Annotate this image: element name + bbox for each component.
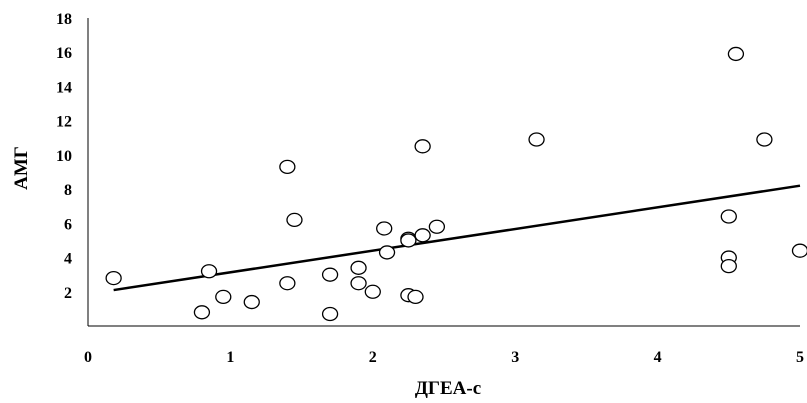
- data-point: [279, 276, 296, 291]
- y-tick-label: 12: [56, 114, 72, 131]
- y-tick-labels: 2 4 6 8 10 12 14 16 18: [56, 11, 72, 302]
- data-point: [727, 46, 745, 62]
- data-point: [414, 139, 431, 154]
- data-point: [720, 258, 737, 274]
- y-tick-label: 16: [56, 45, 72, 62]
- data-point: [243, 294, 260, 310]
- data-point: [279, 159, 296, 175]
- y-axis-title: АМГ: [11, 146, 32, 190]
- data-point: [364, 284, 381, 299]
- data-point: [321, 267, 339, 282]
- data-point: [400, 233, 417, 248]
- data-point: [321, 306, 339, 322]
- data-point: [407, 289, 424, 305]
- data-point: [414, 228, 431, 243]
- data-point: [428, 219, 446, 234]
- data-point: [756, 132, 773, 147]
- y-tick-label: 14: [56, 79, 72, 96]
- x-tick-label: 4: [654, 349, 662, 366]
- x-tick-label: 0: [84, 349, 92, 366]
- data-point: [791, 243, 807, 258]
- x-tick-label: 5: [796, 349, 804, 366]
- data-point: [350, 260, 367, 275]
- data-points: [105, 46, 807, 322]
- y-tick-label: 6: [64, 216, 72, 233]
- data-point: [215, 289, 232, 305]
- y-tick-label: 10: [56, 148, 72, 165]
- data-point: [378, 245, 396, 260]
- x-tick-label: 2: [369, 349, 377, 366]
- x-tick-label: 1: [226, 349, 234, 366]
- y-tick-label: 4: [64, 251, 72, 268]
- data-point: [105, 270, 122, 286]
- y-tick-label: 18: [56, 11, 72, 28]
- x-tick-labels: 0 1 2 3 4 5: [84, 349, 804, 366]
- data-point: [350, 276, 367, 291]
- x-tick-label: 3: [511, 349, 519, 366]
- data-point: [193, 305, 211, 320]
- data-point: [200, 264, 218, 279]
- x-axis-title: ДГЕА-с: [415, 378, 481, 399]
- data-point: [286, 212, 303, 228]
- data-point: [720, 209, 737, 224]
- trend-line: [113, 184, 801, 292]
- y-tick-label: 2: [64, 285, 72, 302]
- data-point: [376, 221, 393, 236]
- data-point: [528, 132, 545, 147]
- y-tick-label: 8: [64, 182, 72, 199]
